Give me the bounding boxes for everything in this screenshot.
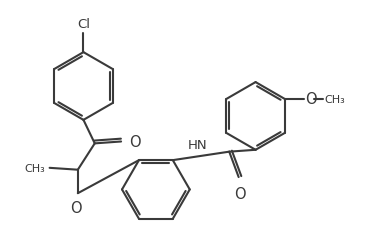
Text: HN: HN (187, 138, 207, 151)
Text: CH₃: CH₃ (24, 163, 45, 173)
Text: Cl: Cl (77, 17, 90, 30)
Text: O: O (70, 200, 82, 215)
Text: CH₃: CH₃ (324, 94, 345, 105)
Text: O: O (234, 186, 245, 201)
Text: O: O (306, 92, 317, 107)
Text: O: O (130, 135, 141, 149)
